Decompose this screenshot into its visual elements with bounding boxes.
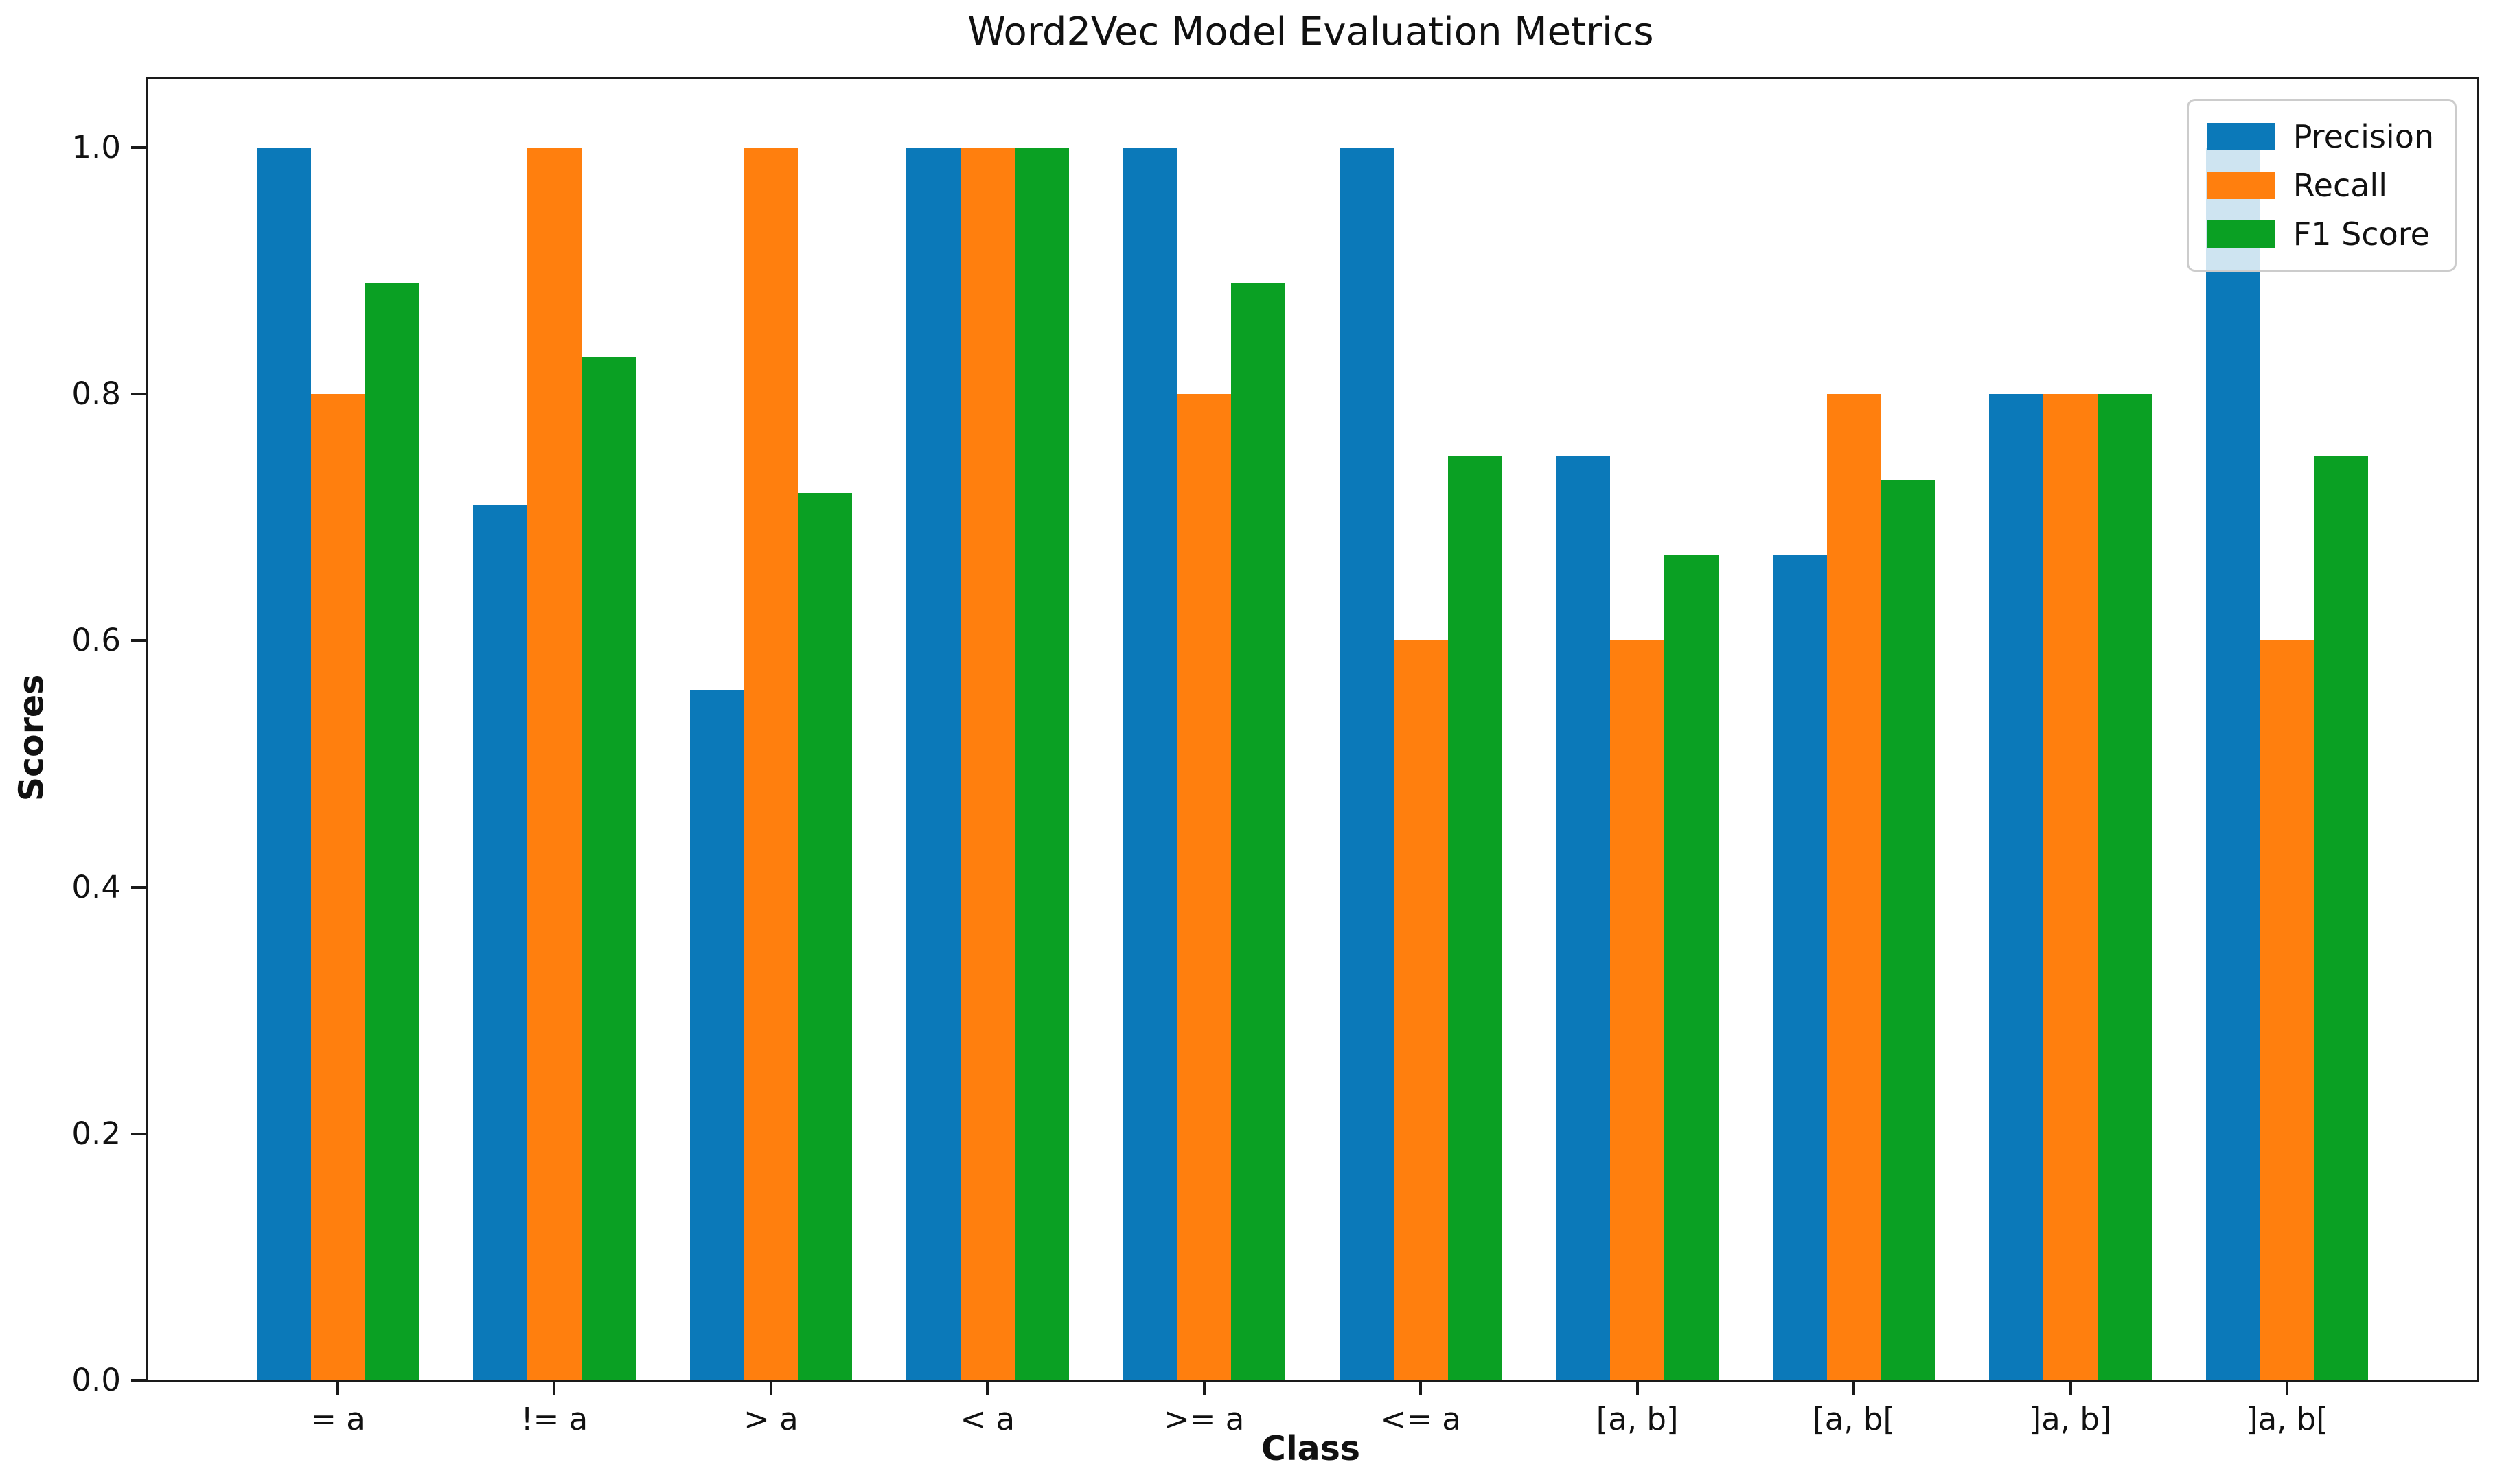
bar-precision-4 [1123, 148, 1177, 1380]
legend-swatch-icon [2206, 220, 2275, 248]
y-tick-mark-0.2 [131, 1132, 146, 1135]
y-tick-mark-0.4 [131, 885, 146, 889]
bar-f1-score-6 [1664, 555, 1719, 1380]
bar-f1-score-7 [1881, 480, 1935, 1380]
x-tick-label-9: ]a, b[ [2246, 1401, 2328, 1437]
y-tick-label-0.0: 0.0 [71, 1362, 121, 1398]
bar-precision-6 [1556, 456, 1611, 1380]
bar-recall-8 [2043, 394, 2098, 1380]
bar-f1-score-0 [365, 283, 420, 1380]
bar-precision-5 [1339, 148, 1394, 1380]
bar-f1-score-3 [1014, 148, 1069, 1380]
x-tick-mark-1 [553, 1380, 556, 1395]
x-tick-mark-8 [2069, 1380, 2072, 1395]
x-tick-mark-6 [1635, 1380, 1639, 1395]
x-tick-mark-3 [986, 1380, 989, 1395]
legend-label: Recall [2293, 166, 2387, 204]
x-axis-label: Class [1261, 1429, 1361, 1468]
chart-title: Word2Vec Model Evaluation Metrics [967, 10, 1654, 54]
x-tick-label-5: <= a [1380, 1401, 1461, 1437]
y-axis-label: Scores [12, 674, 51, 802]
bar-recall-1 [527, 148, 582, 1380]
x-tick-label-0: = a [310, 1401, 365, 1437]
y-tick-mark-0.8 [131, 393, 146, 396]
bar-recall-2 [744, 148, 799, 1380]
y-tick-label-0.8: 0.8 [71, 375, 121, 413]
x-tick-label-2: > a [744, 1401, 799, 1437]
bar-recall-4 [1177, 394, 1232, 1380]
x-tick-label-8: ]a, b] [2029, 1401, 2112, 1437]
bar-recall-0 [310, 394, 365, 1380]
x-tick-mark-7 [1852, 1380, 1856, 1395]
bar-precision-1 [473, 505, 527, 1380]
x-tick-mark-4 [1202, 1380, 1206, 1395]
legend-item-recall: Recall [2206, 161, 2434, 209]
y-tick-label-1.0: 1.0 [71, 129, 121, 165]
bar-precision-2 [689, 690, 744, 1380]
y-tick-mark-1.0 [131, 146, 146, 149]
bar-f1-score-8 [2097, 394, 2152, 1380]
legend-item-f1-score: F1 Score [2206, 210, 2434, 259]
legend-swatch-icon [2206, 171, 2275, 199]
bar-recall-3 [960, 148, 1015, 1380]
bar-f1-score-4 [1231, 283, 1286, 1380]
bar-precision-7 [1772, 555, 1827, 1380]
bar-recall-7 [1826, 394, 1881, 1380]
x-tick-mark-9 [2285, 1380, 2288, 1395]
legend-item-precision: Precision [2206, 112, 2434, 161]
bar-precision-9 [2205, 148, 2260, 1380]
y-tick-mark-0.0 [131, 1379, 146, 1382]
y-tick-label-0.4: 0.4 [71, 868, 121, 905]
x-tick-label-3: < a [960, 1401, 1015, 1437]
x-tick-mark-0 [336, 1380, 339, 1395]
x-tick-label-4: >= a [1164, 1401, 1245, 1437]
bar-f1-score-5 [1447, 456, 1502, 1380]
x-tick-label-6: [a, b] [1596, 1401, 1679, 1437]
legend-swatch-icon [2206, 122, 2275, 150]
bar-precision-8 [1989, 394, 2044, 1380]
bar-f1-score-1 [581, 357, 636, 1380]
bar-f1-score-9 [2314, 456, 2369, 1380]
x-tick-label-1: != a [520, 1401, 588, 1437]
bar-recall-5 [1393, 640, 1448, 1380]
plot-area: Precision Recall F1 Score 0.0 0.2 0.4 0.6 0.8 1… [71, 77, 2479, 1437]
bar-recall-9 [2260, 640, 2314, 1380]
bar-precision-3 [906, 148, 961, 1380]
legend: Precision Recall F1 Score [2186, 99, 2457, 272]
y-tick-label-0.6: 0.6 [71, 622, 121, 659]
bar-precision-0 [256, 148, 311, 1380]
y-tick-label-0.2: 0.2 [71, 1115, 121, 1152]
bar-f1-score-2 [798, 493, 853, 1380]
legend-label: Precision [2293, 117, 2434, 155]
bar-recall-6 [1610, 640, 1665, 1380]
x-tick-mark-2 [769, 1380, 772, 1395]
x-tick-mark-5 [1419, 1380, 1423, 1395]
legend-label: F1 Score [2293, 216, 2430, 253]
y-tick-mark-0.6 [131, 639, 146, 642]
x-tick-label-7: [a, b[ [1813, 1401, 1896, 1437]
